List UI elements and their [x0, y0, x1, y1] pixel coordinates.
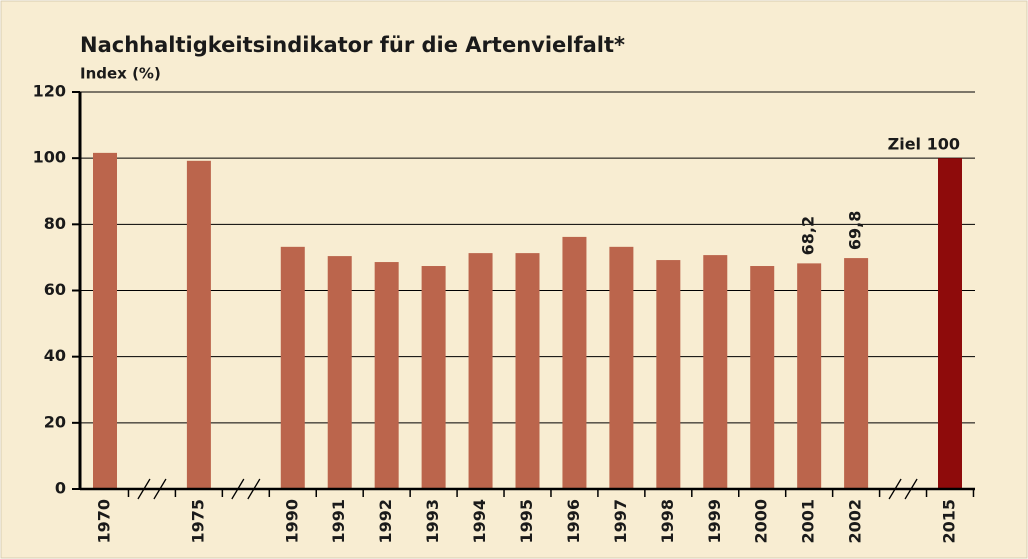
- x-tick-label: 1995: [517, 499, 536, 544]
- bar: [609, 246, 634, 489]
- x-tick-label: 2002: [846, 499, 865, 544]
- bar: [938, 158, 962, 489]
- x-tick-label: 1975: [188, 499, 207, 544]
- x-tick-label: 2015: [940, 499, 959, 544]
- bar: [750, 266, 775, 489]
- bar: [656, 260, 681, 489]
- bar: [280, 246, 305, 489]
- bar: [797, 263, 822, 489]
- x-tick-label: 1998: [658, 499, 677, 544]
- y-axis-label: Index (%): [80, 65, 161, 83]
- y-tick-label: 0: [55, 479, 66, 498]
- y-tick-label: 20: [44, 412, 66, 431]
- bar: [562, 236, 587, 489]
- bar: [844, 258, 869, 489]
- bar: [374, 262, 399, 489]
- value-label: 69,8: [846, 211, 865, 250]
- bar: [93, 152, 117, 489]
- y-tick-label: 80: [44, 214, 66, 233]
- x-tick-label: 1994: [470, 499, 489, 544]
- x-tick-label: 1991: [329, 499, 348, 544]
- bar: [703, 255, 728, 489]
- x-tick-label: 1997: [611, 499, 630, 544]
- bar: [186, 160, 211, 489]
- x-tick-label: 1990: [282, 499, 301, 544]
- y-tick-label: 60: [44, 280, 66, 299]
- x-tick-label: 1992: [376, 499, 395, 544]
- bar: [421, 266, 446, 489]
- x-tick-label: 2001: [799, 499, 818, 544]
- bar: [515, 253, 540, 489]
- x-tick-label: 1999: [705, 499, 724, 544]
- y-tick-label: 120: [33, 82, 66, 101]
- bar: [327, 256, 352, 489]
- y-tick-label: 40: [44, 346, 66, 365]
- value-label: Ziel 100: [888, 135, 960, 154]
- x-tick-label: 1996: [564, 499, 583, 544]
- x-tick-label: 2000: [752, 499, 771, 544]
- x-tick-label: 1993: [423, 499, 442, 544]
- y-tick-label: 100: [33, 148, 66, 167]
- bar: [468, 253, 493, 489]
- chart-title: Nachhaltigkeitsindikator für die Artenvi…: [80, 33, 625, 57]
- x-tick-label: 1970: [95, 499, 114, 544]
- value-label: 68,2: [799, 216, 818, 255]
